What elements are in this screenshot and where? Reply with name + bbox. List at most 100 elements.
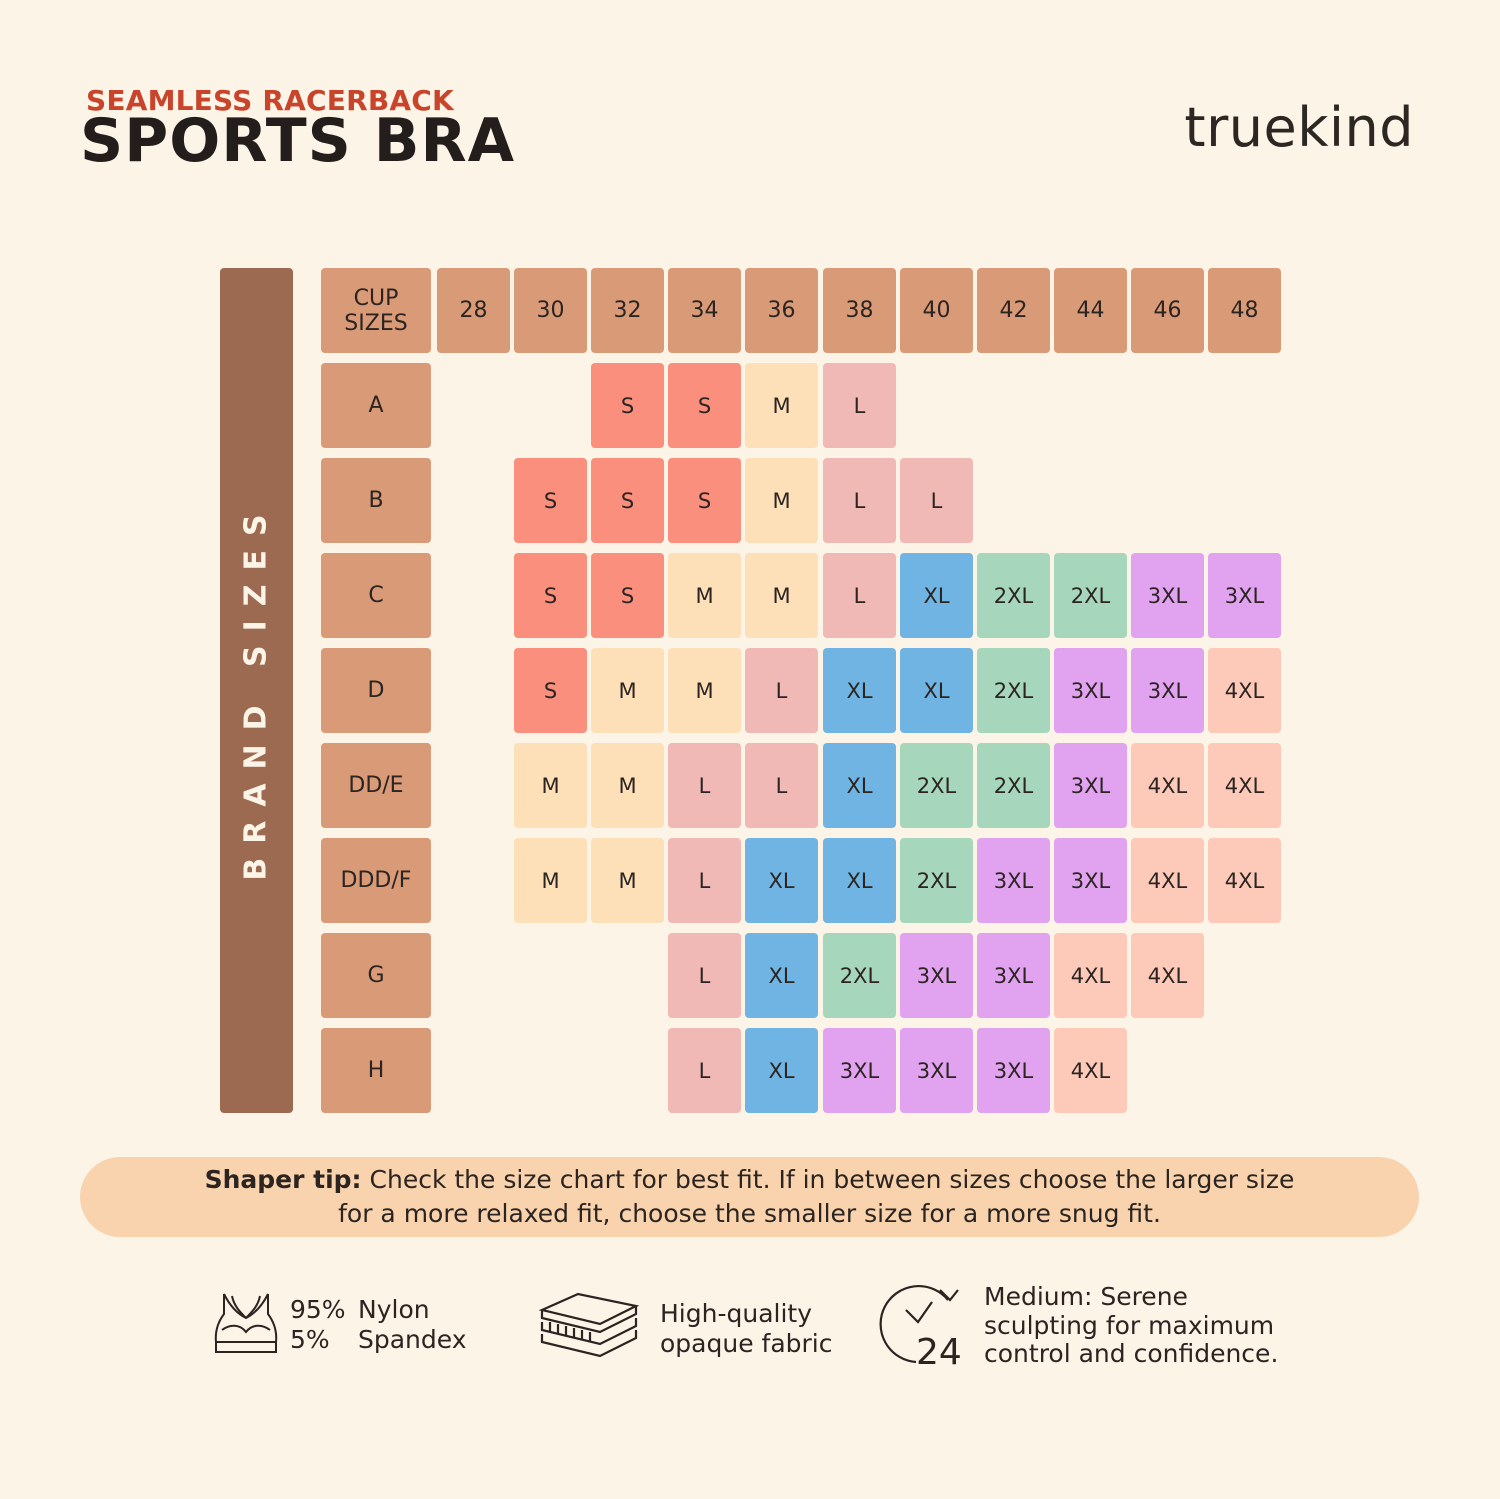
size-cell: S [591,458,664,543]
size-cell: M [591,838,664,923]
size-cell: 2XL [1054,553,1127,638]
size-cell: M [591,743,664,828]
tip-line-1: Shaper tip: Check the size chart for bes… [205,1163,1295,1197]
size-cell: XL [823,743,896,828]
size-cell: 2XL [823,933,896,1018]
brand-sizes-label: BRAND SIZES [239,500,275,881]
size-cell: L [823,553,896,638]
size-cell: L [668,838,741,923]
size-cell: 3XL [900,933,973,1018]
size-cell: XL [823,648,896,733]
size-cell: S [668,458,741,543]
spandex-pct: 5% [290,1325,330,1354]
band-size-header: 42 [977,268,1050,353]
size-cell: M [514,743,587,828]
tip-label: Shaper tip: [204,1165,362,1194]
band-size-header: 46 [1131,268,1204,353]
size-cell: 3XL [1131,648,1204,733]
tip-text-2: for a more relaxed fit, choose the small… [338,1199,1161,1228]
size-cell: 4XL [1131,743,1204,828]
size-cell: 2XL [900,743,973,828]
cup-sizes-header: CUP SIZES [321,268,431,353]
size-cell: M [514,838,587,923]
size-cell: S [514,553,587,638]
size-cell: 4XL [1054,933,1127,1018]
band-size-header: 48 [1208,268,1281,353]
brand-sizes-bar: BRAND SIZES [220,268,293,1113]
support-line-1: Medium: Serene [984,1282,1188,1311]
fabric-layers-icon [538,1292,640,1358]
band-size-header: 32 [591,268,664,353]
band-size-header: 36 [745,268,818,353]
size-cell: XL [745,1028,818,1113]
size-cell: 4XL [1131,838,1204,923]
size-cell: XL [745,933,818,1018]
support-line-3: control and confidence. [984,1339,1279,1368]
shaper-tip: Shaper tip: Check the size chart for bes… [80,1157,1419,1237]
size-cell: S [514,458,587,543]
size-cell: L [668,743,741,828]
size-cell: M [745,363,818,448]
size-cell: XL [900,648,973,733]
cup-size-label: D [321,648,431,733]
support-line-2: sculpting for maximum [984,1310,1275,1340]
size-cell: 3XL [900,1028,973,1113]
cup-size-label: DDD/F [321,838,431,923]
sports-bra-icon [214,1293,278,1353]
size-cell: 2XL [977,648,1050,733]
size-cell: S [514,648,587,733]
size-cell: M [591,648,664,733]
spandex-label: Spandex [358,1325,467,1354]
tip-text-1: Check the size chart for best fit. If in… [369,1165,1295,1194]
band-size-header: 40 [900,268,973,353]
size-cell: XL [900,553,973,638]
band-size-header: 34 [668,268,741,353]
size-cell: L [745,648,818,733]
size-cell: M [668,648,741,733]
size-cell: L [745,743,818,828]
band-size-header: 38 [823,268,896,353]
cup-sizes-label-line: CUP [353,285,399,311]
size-cell: 2XL [977,743,1050,828]
size-cell: 3XL [977,933,1050,1018]
size-cell: S [668,363,741,448]
subtitle: SEAMLESS RACERBACK [86,84,454,117]
feature-fabric: High-quality opaque fabric [660,1299,833,1359]
fabric-line-2: opaque fabric [660,1329,833,1358]
cup-size-label: G [321,933,431,1018]
band-size-header: 30 [514,268,587,353]
size-cell: 3XL [823,1028,896,1113]
size-cell: M [668,553,741,638]
cup-size-label: DD/E [321,743,431,828]
svg-text:24: 24 [916,1332,962,1370]
clock-24-icon: 24 [879,1285,962,1370]
size-cell: 3XL [1054,648,1127,733]
nylon-label: Nylon [358,1295,430,1324]
size-cell: 3XL [1208,553,1281,638]
size-cell: 4XL [1208,838,1281,923]
feature-material: 95% Nylon 5% Spandex [290,1295,467,1355]
cup-size-label: H [321,1028,431,1113]
size-cell: 3XL [1054,838,1127,923]
brand-logo: truekind [1184,96,1414,159]
page-title: SPORTS BRA [80,106,516,176]
size-cell: 4XL [1054,1028,1127,1113]
size-cell: L [900,458,973,543]
band-size-header: 44 [1054,268,1127,353]
size-cell: M [745,553,818,638]
band-size-header: 28 [437,268,510,353]
feature-support: Medium: Serene sculpting for maximum con… [984,1282,1279,1369]
size-cell: 3XL [977,1028,1050,1113]
size-cell: L [668,933,741,1018]
size-cell: 3XL [1054,743,1127,828]
size-cell: S [591,363,664,448]
size-cell: 3XL [1131,553,1204,638]
size-cell: L [823,458,896,543]
size-cell: 4XL [1131,933,1204,1018]
size-cell: 2XL [900,838,973,923]
cup-size-label: B [321,458,431,543]
size-cell: 4XL [1208,648,1281,733]
size-cell: M [745,458,818,543]
fabric-line-1: High-quality [660,1299,813,1328]
size-cell: L [823,363,896,448]
